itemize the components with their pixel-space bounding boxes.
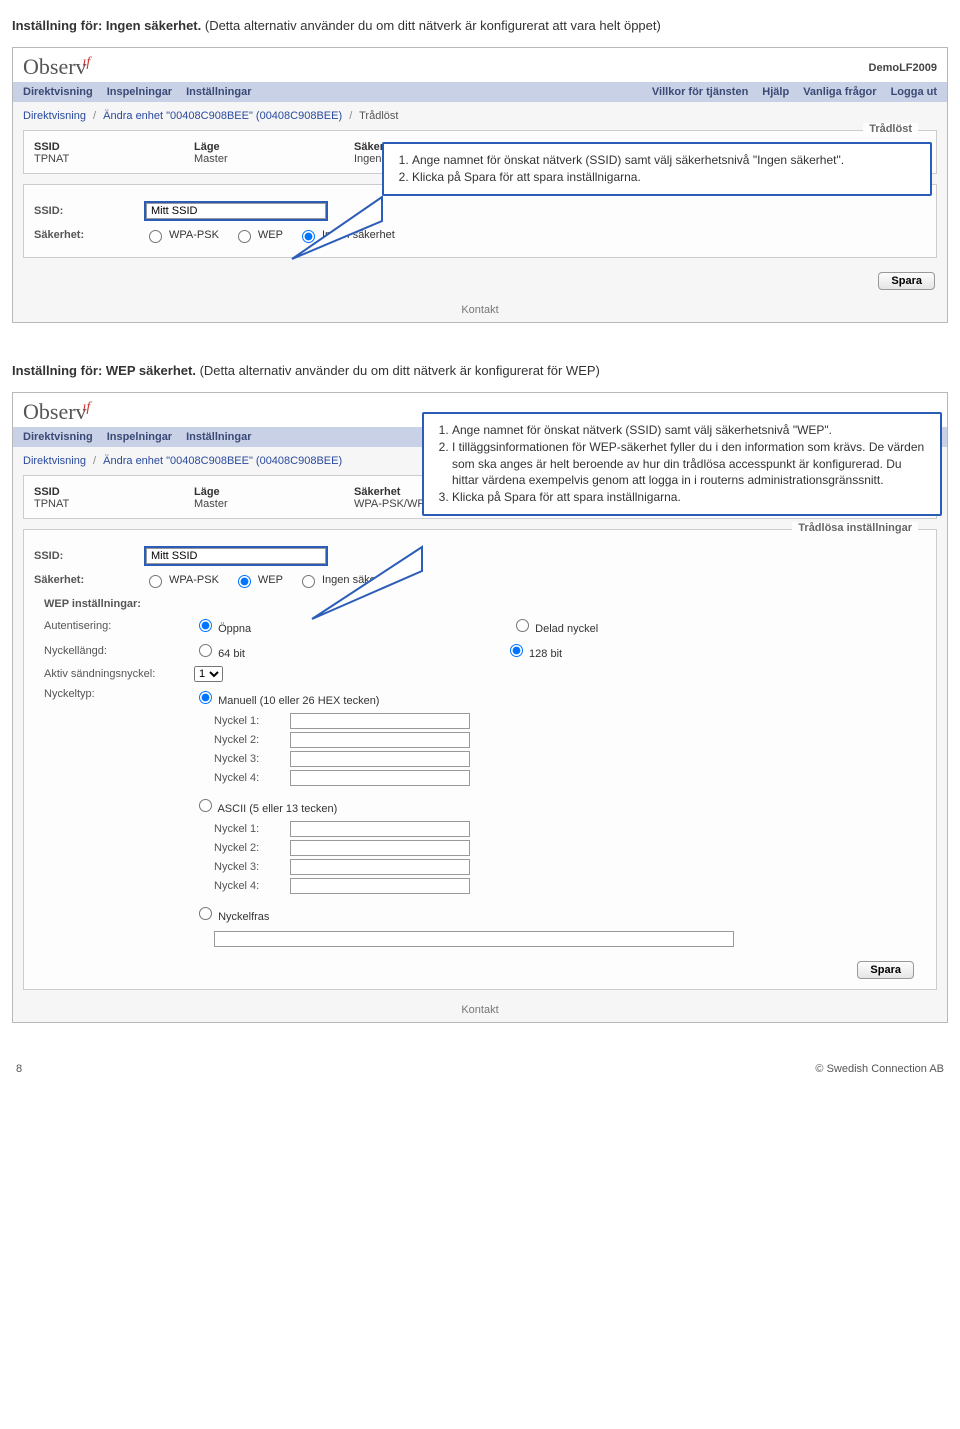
section2-title-bold: Inställning för: WEP säkerhet. [12, 363, 196, 378]
menu-direktvisning[interactable]: Direktvisning [23, 86, 93, 98]
manual-key4[interactable] [290, 770, 470, 786]
breadcrumb-b[interactable]: Ändra enhet "00408C908BEE" (00408C908BEE… [103, 110, 342, 122]
kontakt-link[interactable]: Kontakt [13, 300, 947, 322]
ascii-key2[interactable] [290, 840, 470, 856]
breadcrumb: Direktvisning / Ändra enhet "00408C908BE… [13, 102, 947, 126]
keylen-128[interactable]: 128 bit [505, 641, 562, 660]
auth-open[interactable]: Öppna [194, 616, 251, 635]
ascii-key3[interactable] [290, 859, 470, 875]
callout1-step1: Ange namnet för önskat nätverk (SSID) sa… [412, 152, 918, 169]
panel1-container: Observıf DemoLF2009 Direktvisning Inspel… [12, 47, 948, 323]
wep-heading: WEP inställningar: [44, 598, 916, 610]
callout2-step2: I tilläggsinformationen för WEP-säkerhet… [452, 439, 928, 489]
demo-label: DemoLF2009 [869, 54, 937, 74]
td-lage: Master [194, 153, 314, 165]
menu-faq[interactable]: Vanliga frågor [803, 86, 876, 98]
callout2-step1: Ange namnet för önskat nätverk (SSID) sa… [452, 422, 928, 439]
group-inst-2: Trådlösa inställningar SSID: Säkerhet: W… [23, 529, 937, 990]
activekey-select[interactable]: 1 [194, 666, 223, 682]
keytype-manual[interactable]: Manuell (10 eller 26 HEX tecken) [194, 695, 379, 707]
radio-wpa[interactable]: WPA-PSK [144, 227, 219, 243]
copyright: © Swedish Connection AB [815, 1063, 944, 1075]
menu-villkor[interactable]: Villkor för tjänsten [652, 86, 748, 98]
radio-wep-2[interactable]: WEP [233, 572, 283, 588]
menu-installningar[interactable]: Inställningar [186, 86, 251, 98]
logo-2: Observıf [23, 399, 94, 425]
page-footer: 8 © Swedish Connection AB [12, 1063, 948, 1075]
ascii-key1[interactable] [290, 821, 470, 837]
panel1-header: Observıf DemoLF2009 [13, 48, 947, 82]
th-lage: Läge [194, 141, 314, 153]
breadcrumb2-b[interactable]: Ändra enhet "00408C908BEE" (00408C908BEE… [103, 455, 342, 467]
auth-shared[interactable]: Delad nyckel [511, 616, 598, 635]
menu-hjalp[interactable]: Hjälp [762, 86, 789, 98]
panel2-container: Observıf x Direktvisning Inspelningar In… [12, 392, 948, 1023]
callout2-step3: Klicka på Spara för att spara inställnig… [452, 489, 928, 506]
sec-label: Säkerhet: [34, 229, 134, 241]
radio-wep[interactable]: WEP [233, 227, 283, 243]
radio-wpa-2[interactable]: WPA-PSK [144, 572, 219, 588]
save-button[interactable]: Spara [878, 272, 935, 290]
ascii-key4[interactable] [290, 878, 470, 894]
td-ssid: TPNAT [34, 153, 154, 165]
menu-installningar-2[interactable]: Inställningar [186, 431, 251, 443]
auth-label: Autentisering: [44, 620, 194, 632]
keytype-phrase[interactable]: Nyckelfras [194, 904, 269, 923]
keyphrase-input[interactable] [214, 931, 734, 947]
ssid-highlight-box-2 [144, 546, 328, 566]
section1-title: Inställning för: Ingen säkerhet. (Detta … [12, 18, 948, 33]
breadcrumb2-a[interactable]: Direktvisning [23, 455, 86, 467]
page-number: 8 [16, 1063, 22, 1075]
group-legend: Trådlöst [863, 123, 918, 135]
section1-title-bold: Inställning för: Ingen säkerhet. [12, 18, 201, 33]
manual-key2[interactable] [290, 732, 470, 748]
callout1-step2: Klicka på Spara för att spara inställnig… [412, 169, 918, 186]
callout1-tail [292, 197, 392, 277]
wep-settings: WEP inställningar: Autentisering: Öppna … [44, 598, 916, 947]
menu-loggaut[interactable]: Logga ut [891, 86, 937, 98]
keytype-label: Nyckeltyp: [44, 688, 194, 700]
section2-title: Inställning för: WEP säkerhet. (Detta al… [12, 363, 948, 378]
manual-key3[interactable] [290, 751, 470, 767]
ssid-input-2[interactable] [146, 548, 326, 564]
kontakt-link-2[interactable]: Kontakt [13, 1000, 947, 1022]
callout2: Ange namnet för önskat nätverk (SSID) sa… [422, 412, 942, 516]
section2-title-rest: (Detta alternativ använder du om ditt nä… [196, 363, 600, 378]
menu-inspelningar[interactable]: Inspelningar [107, 86, 172, 98]
menu-direktvisning-2[interactable]: Direktvisning [23, 431, 93, 443]
breadcrumb-c: Trådlöst [359, 110, 398, 122]
logo-text: Observ [23, 54, 87, 79]
th-ssid: SSID [34, 141, 154, 153]
ssid-label: SSID: [34, 205, 134, 217]
menu-inspelningar-2[interactable]: Inspelningar [107, 431, 172, 443]
callout2-tail [312, 547, 432, 637]
keytype-ascii[interactable]: ASCII (5 eller 13 tecken) [194, 796, 337, 815]
section1-title-rest: (Detta alternativ använder du om ditt nä… [201, 18, 661, 33]
logo-suffix: ıf [83, 55, 91, 70]
activekey-label: Aktiv sändningsnyckel: [44, 668, 194, 680]
keylen-64[interactable]: 64 bit [194, 641, 245, 660]
ascii-keys: Nyckel 1: Nyckel 2: Nyckel 3: Nyckel 4: [214, 821, 916, 894]
breadcrumb-a[interactable]: Direktvisning [23, 110, 86, 122]
manual-key1[interactable] [290, 713, 470, 729]
callout1: Ange namnet för önskat nätverk (SSID) sa… [382, 142, 932, 196]
keylen-label: Nyckellängd: [44, 645, 194, 657]
save-button-2[interactable]: Spara [857, 961, 914, 979]
menubar: Direktvisning Inspelningar Inställningar… [13, 82, 947, 102]
logo: Observıf [23, 54, 94, 80]
manual-keys: Nyckel 1: Nyckel 2: Nyckel 3: Nyckel 4: [214, 713, 916, 786]
